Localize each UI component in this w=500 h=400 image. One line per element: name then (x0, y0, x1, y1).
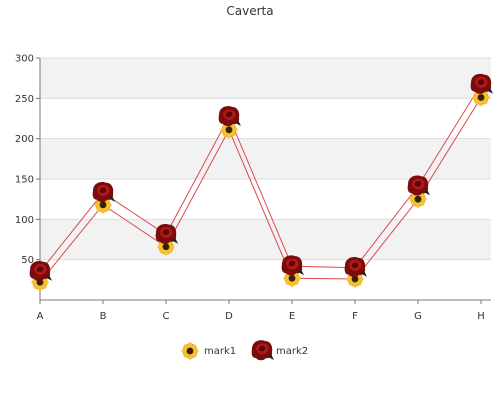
grid-band (40, 138, 491, 179)
x-tick-label: H (477, 311, 485, 322)
y-tick-label: 250 (15, 94, 34, 105)
x-tick-label: G (414, 311, 422, 322)
x-tick-label: A (37, 311, 44, 322)
y-tick-label: 300 (15, 54, 34, 65)
legend-label: mark2 (276, 346, 308, 357)
legend: mark1 mark2 (181, 340, 308, 361)
x-tick-label: B (100, 311, 107, 322)
legend-label: mark1 (204, 346, 236, 357)
grid-band (40, 219, 491, 260)
axes: 50 100 150 200 250 300 A B C D E F G H (15, 54, 491, 322)
chart-title: Caverta (226, 4, 273, 18)
x-tick-label: E (289, 311, 295, 322)
series-line-mark1 (39, 97, 482, 283)
x-tick-label: D (225, 311, 233, 322)
legend-sunflower-icon (181, 342, 199, 360)
data-point-mark2 (92, 181, 115, 202)
y-tick-label: 50 (21, 255, 34, 266)
grid-band (40, 58, 491, 99)
legend-rose-icon (251, 340, 274, 361)
x-tick-label: C (163, 311, 170, 322)
data-point-mark2 (218, 106, 241, 127)
y-tick-label: 200 (15, 134, 34, 145)
x-tick-label: F (352, 311, 358, 322)
grid-bands (40, 57, 491, 261)
y-tick-label: 100 (15, 215, 34, 226)
data-point-mark2 (29, 261, 52, 282)
y-tick-label: 150 (15, 175, 34, 186)
